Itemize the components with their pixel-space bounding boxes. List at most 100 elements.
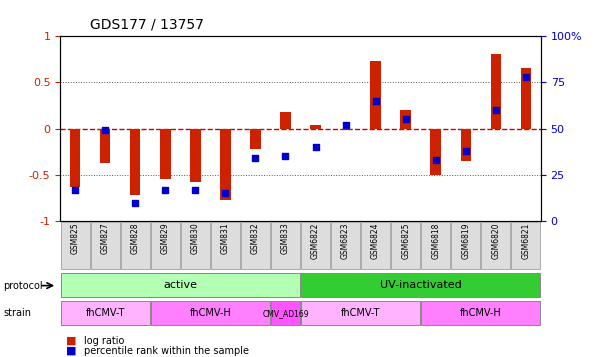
Text: fhCMV-H: fhCMV-H	[460, 308, 502, 318]
Bar	[70, 129, 81, 187]
Point	[251, 155, 260, 161]
Text: GSM833: GSM833	[281, 223, 290, 261]
FancyBboxPatch shape	[361, 222, 390, 268]
Text: fhCMV-H: fhCMV-H	[189, 308, 231, 318]
FancyBboxPatch shape	[151, 222, 180, 268]
Bar	[370, 61, 381, 129]
FancyBboxPatch shape	[121, 222, 150, 268]
Text: GSM831: GSM831	[221, 222, 230, 254]
Text: GSM6819: GSM6819	[462, 223, 470, 267]
Point	[491, 107, 501, 113]
Text: CMV_AD169: CMV_AD169	[262, 309, 309, 318]
Bar	[280, 112, 291, 129]
FancyBboxPatch shape	[211, 222, 240, 268]
Point	[341, 122, 350, 128]
Text: fhCMV-T: fhCMV-T	[341, 308, 380, 318]
Point	[371, 98, 380, 104]
FancyBboxPatch shape	[301, 222, 330, 268]
FancyBboxPatch shape	[91, 222, 120, 268]
Text: GSM833: GSM833	[281, 222, 290, 254]
Text: protocol: protocol	[3, 281, 43, 291]
Point	[401, 116, 410, 122]
Text: GSM830: GSM830	[191, 223, 200, 261]
Bar	[160, 129, 171, 178]
Text: GSM6823: GSM6823	[341, 222, 350, 259]
FancyBboxPatch shape	[271, 301, 300, 325]
Text: GDS177 / 13757: GDS177 / 13757	[90, 18, 204, 32]
Point	[221, 191, 230, 196]
FancyBboxPatch shape	[61, 273, 300, 297]
Text: GSM829: GSM829	[161, 222, 169, 254]
Bar	[340, 129, 351, 130]
Text: GSM6823: GSM6823	[341, 223, 350, 267]
Text: GSM6820: GSM6820	[492, 222, 500, 259]
Point	[281, 154, 290, 159]
Text: GSM828: GSM828	[131, 223, 139, 261]
Text: UV-inactivated: UV-inactivated	[380, 280, 462, 290]
Point	[311, 144, 320, 150]
Text: active: active	[163, 280, 197, 290]
Point	[130, 200, 140, 206]
Point	[100, 127, 110, 133]
FancyBboxPatch shape	[421, 301, 540, 325]
Bar	[220, 129, 231, 200]
Text: GSM6818: GSM6818	[432, 222, 440, 259]
Text: GSM6821: GSM6821	[522, 222, 530, 259]
Text: GSM6819: GSM6819	[462, 222, 470, 259]
Point	[160, 187, 170, 193]
Text: ■: ■	[66, 336, 76, 346]
Text: ■: ■	[66, 346, 76, 356]
Text: GSM831: GSM831	[221, 223, 230, 261]
Text: GSM825: GSM825	[71, 222, 79, 254]
Bar	[100, 129, 111, 163]
Text: GSM830: GSM830	[191, 222, 200, 254]
FancyBboxPatch shape	[301, 301, 420, 325]
FancyBboxPatch shape	[511, 222, 540, 268]
Text: GSM829: GSM829	[161, 223, 169, 261]
Bar	[190, 129, 201, 182]
Text: fhCMV-T: fhCMV-T	[85, 308, 125, 318]
FancyBboxPatch shape	[271, 222, 300, 268]
Text: GSM6821: GSM6821	[522, 223, 530, 267]
Bar	[400, 110, 411, 129]
Text: log ratio: log ratio	[84, 336, 124, 346]
FancyBboxPatch shape	[391, 222, 420, 268]
FancyBboxPatch shape	[61, 222, 90, 268]
Text: percentile rank within the sample: percentile rank within the sample	[84, 346, 249, 356]
Bar	[520, 68, 531, 129]
Point	[461, 148, 471, 154]
Text: GSM6818: GSM6818	[432, 223, 440, 267]
FancyBboxPatch shape	[241, 222, 270, 268]
Text: GSM827: GSM827	[101, 222, 109, 254]
Text: GSM825: GSM825	[71, 223, 79, 261]
FancyBboxPatch shape	[421, 222, 450, 268]
FancyBboxPatch shape	[451, 222, 480, 268]
Bar	[430, 129, 441, 175]
FancyBboxPatch shape	[331, 222, 360, 268]
Point	[431, 157, 441, 163]
FancyBboxPatch shape	[61, 301, 150, 325]
Text: GSM6824: GSM6824	[371, 222, 380, 259]
Text: GSM827: GSM827	[101, 223, 109, 261]
Bar	[460, 129, 471, 161]
FancyBboxPatch shape	[481, 222, 510, 268]
Point	[191, 187, 200, 193]
FancyBboxPatch shape	[181, 222, 210, 268]
Text: GSM832: GSM832	[251, 223, 260, 261]
Text: GSM6820: GSM6820	[492, 223, 500, 267]
Text: GSM6822: GSM6822	[311, 222, 320, 259]
Point	[70, 187, 80, 193]
Text: GSM832: GSM832	[251, 222, 260, 254]
Bar	[490, 54, 501, 129]
FancyBboxPatch shape	[301, 273, 540, 297]
Text: GSM6825: GSM6825	[401, 223, 410, 267]
Text: GSM6822: GSM6822	[311, 223, 320, 267]
Text: strain: strain	[3, 308, 31, 318]
Bar	[310, 125, 321, 129]
FancyBboxPatch shape	[151, 301, 270, 325]
Text: GSM6825: GSM6825	[401, 222, 410, 259]
Bar	[250, 129, 261, 149]
Point	[521, 74, 531, 79]
Bar	[130, 129, 141, 195]
Text: GSM6824: GSM6824	[371, 223, 380, 267]
